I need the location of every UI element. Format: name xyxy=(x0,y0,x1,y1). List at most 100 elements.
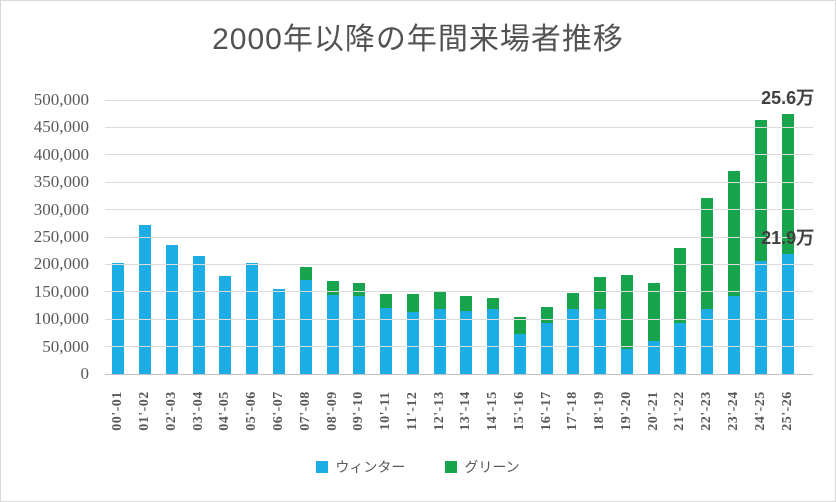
y-tick-label: 400,000 xyxy=(33,144,89,164)
y-tick-label: 250,000 xyxy=(33,227,89,246)
legend: ウィンター グリーン xyxy=(1,457,835,477)
x-tick-cell: 23'-24 xyxy=(721,379,748,443)
bar-column xyxy=(266,100,293,374)
gridline xyxy=(105,154,813,156)
bar-segment xyxy=(594,309,607,374)
x-tick-label: 20'-21 xyxy=(645,391,661,431)
gridline xyxy=(105,346,813,348)
x-tick-cell: 19'-20 xyxy=(614,379,641,443)
y-tick-label: 450,000 xyxy=(33,117,89,137)
bar-column xyxy=(614,100,641,374)
bar-segment xyxy=(781,113,794,254)
x-tick-label: 04'-05 xyxy=(217,391,233,431)
y-tick-label: 0 xyxy=(80,364,90,383)
bar-segment xyxy=(674,323,687,374)
bar-segment xyxy=(219,275,232,374)
x-tick-cell: 22'-23 xyxy=(694,379,721,443)
x-tick-cell: 11'-12 xyxy=(399,379,426,443)
bar-column xyxy=(185,100,212,374)
x-tick-cell: 17'-18 xyxy=(560,379,587,443)
bar-segment xyxy=(781,254,794,374)
x-tick-label: 13'-14 xyxy=(458,391,474,431)
stacked-bar xyxy=(192,100,205,374)
x-tick-cell: 10'-11 xyxy=(373,379,400,443)
bar-column xyxy=(399,100,426,374)
x-tick-label: 21'-22 xyxy=(672,391,688,431)
gridline xyxy=(105,263,813,265)
x-tick-label: 07'-08 xyxy=(297,391,313,431)
stacked-bar xyxy=(353,100,366,374)
x-tick-cell: 01'-02 xyxy=(132,379,159,443)
x-tick-label: 19'-20 xyxy=(618,391,634,431)
x-tick-cell: 00'-01 xyxy=(105,379,132,443)
legend-label: ウィンター xyxy=(335,459,406,475)
stacked-bar xyxy=(165,100,178,374)
bar-segment xyxy=(380,308,393,374)
x-tick-label: 01'-02 xyxy=(137,391,153,431)
x-tick-label: 08'-09 xyxy=(324,391,340,431)
gridline xyxy=(105,99,813,101)
bar-segment xyxy=(567,308,580,374)
bar-segment xyxy=(326,295,339,374)
bar-segment xyxy=(139,224,152,374)
y-tick-label: 300,000 xyxy=(33,199,89,219)
bar-segment xyxy=(513,334,526,374)
y-tick-label: 200,000 xyxy=(33,254,89,274)
bar-segment xyxy=(192,255,205,374)
bar-segment xyxy=(299,280,312,374)
bar-segment xyxy=(674,247,687,324)
bar-segment xyxy=(540,306,553,323)
stacked-bar xyxy=(272,100,285,374)
bar-column xyxy=(480,100,507,374)
x-tick-cell: 21'-22 xyxy=(667,379,694,443)
bar-column xyxy=(587,100,614,374)
bar-column xyxy=(640,100,667,374)
bar-segment xyxy=(353,283,366,296)
bar-segment xyxy=(299,266,312,281)
stacked-bar xyxy=(460,100,473,374)
bar-column xyxy=(533,100,560,374)
legend-label: グリーン xyxy=(464,459,520,475)
x-tick-cell: 15'-16 xyxy=(506,379,533,443)
y-tick-label: 350,000 xyxy=(33,172,89,192)
bar-segment xyxy=(487,297,500,310)
x-tick-label: 22'-23 xyxy=(699,391,715,431)
stacked-bar xyxy=(139,100,152,374)
x-tick-label: 02'-03 xyxy=(163,391,179,431)
x-tick-cell: 03'-04 xyxy=(185,379,212,443)
x-tick-cell: 12'-13 xyxy=(426,379,453,443)
legend-item: グリーン xyxy=(445,457,520,477)
y-axis: 0 50,000 100,000 150,000 200,000 250,000 300,0… xyxy=(1,90,89,383)
x-tick-cell: 20'-21 xyxy=(640,379,667,443)
bar-segment xyxy=(701,197,714,310)
bar-segment xyxy=(406,311,419,374)
x-tick-cell: 09'-10 xyxy=(346,379,373,443)
bar-column xyxy=(747,100,774,374)
stacked-bar xyxy=(299,100,312,374)
gridline xyxy=(105,181,813,183)
x-tick-label: 18'-19 xyxy=(592,391,608,431)
stacked-bar xyxy=(487,100,500,374)
bar-segment xyxy=(487,309,500,374)
x-tick-cell: 06'-07 xyxy=(266,379,293,443)
x-tick-label: 06'-07 xyxy=(270,391,286,431)
bar-column xyxy=(453,100,480,374)
gridline xyxy=(105,291,813,293)
stacked-bar xyxy=(513,100,526,374)
x-tick-cell: 02'-03 xyxy=(159,379,186,443)
x-tick-label: 00'-01 xyxy=(110,391,126,431)
bar-column xyxy=(212,100,239,374)
bar-segment xyxy=(165,244,178,374)
bar-segment xyxy=(272,289,285,374)
bar-segment xyxy=(540,322,553,374)
x-tick-cell: 08'-09 xyxy=(319,379,346,443)
stacked-bar xyxy=(433,100,446,374)
data-label: 25.6万 xyxy=(761,87,815,108)
gridline xyxy=(105,318,813,320)
bar-segment xyxy=(727,295,740,374)
bar-segment xyxy=(567,292,580,309)
plot-area: 25.6万 21.9万 xyxy=(105,88,814,375)
bar-segment xyxy=(326,280,339,296)
bar-segment xyxy=(460,295,473,311)
